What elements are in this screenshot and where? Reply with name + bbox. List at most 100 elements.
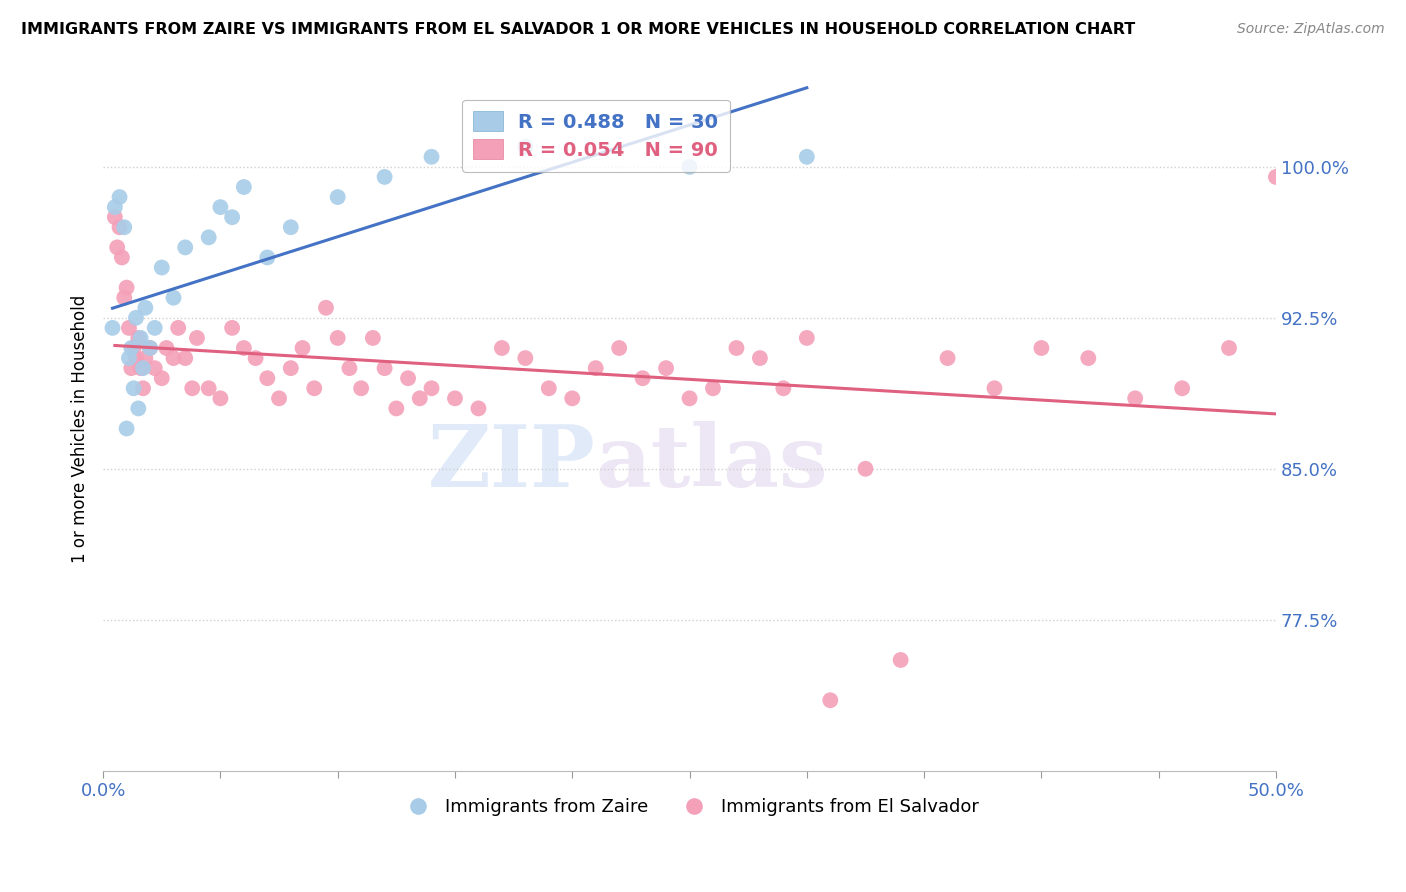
Point <box>129 331 152 345</box>
Point <box>232 341 254 355</box>
Point <box>134 351 156 365</box>
Point <box>245 351 267 365</box>
Text: Source: ZipAtlas.com: Source: ZipAtlas.com <box>1237 22 1385 37</box>
Point <box>181 381 204 395</box>
Point <box>796 150 818 164</box>
Point <box>631 371 654 385</box>
Point <box>112 291 135 305</box>
Point <box>162 291 184 305</box>
Point <box>125 351 148 365</box>
Point <box>515 351 537 365</box>
Point <box>122 341 145 355</box>
Point <box>655 361 678 376</box>
Text: atlas: atlas <box>596 421 828 505</box>
Point <box>209 200 232 214</box>
Point <box>702 381 724 395</box>
Point <box>420 150 443 164</box>
Point <box>983 381 1005 395</box>
Point <box>1265 169 1288 184</box>
Point <box>127 401 149 416</box>
Point <box>150 371 173 385</box>
Point <box>101 321 124 335</box>
Point <box>143 321 166 335</box>
Text: IMMIGRANTS FROM ZAIRE VS IMMIGRANTS FROM EL SALVADOR 1 OR MORE VEHICLES IN HOUSE: IMMIGRANTS FROM ZAIRE VS IMMIGRANTS FROM… <box>21 22 1135 37</box>
Point <box>748 351 770 365</box>
Point <box>855 462 877 476</box>
Point <box>111 251 134 265</box>
Point <box>120 361 142 376</box>
Point <box>678 160 700 174</box>
Point <box>139 341 162 355</box>
Point <box>936 351 959 365</box>
Point <box>162 351 184 365</box>
Point <box>607 341 630 355</box>
Point <box>127 331 149 345</box>
Point <box>280 220 302 235</box>
Point <box>772 381 794 395</box>
Point <box>350 381 373 395</box>
Point <box>118 321 141 335</box>
Point <box>361 331 384 345</box>
Point <box>120 341 142 355</box>
Point <box>108 190 131 204</box>
Point <box>396 371 419 385</box>
Point <box>125 310 148 325</box>
Point <box>374 169 396 184</box>
Point <box>374 361 396 376</box>
Point <box>444 392 467 406</box>
Point <box>561 392 583 406</box>
Point <box>112 220 135 235</box>
Point <box>197 230 219 244</box>
Point <box>1171 381 1194 395</box>
Point <box>725 341 748 355</box>
Point <box>491 341 513 355</box>
Point <box>1218 341 1240 355</box>
Point <box>143 361 166 376</box>
Point <box>256 371 278 385</box>
Point <box>678 392 700 406</box>
Point <box>585 361 607 376</box>
Point <box>104 200 127 214</box>
Point <box>302 381 325 395</box>
Point <box>1077 351 1099 365</box>
Point <box>221 321 243 335</box>
Text: ZIP: ZIP <box>427 421 596 505</box>
Point <box>221 210 243 224</box>
Point <box>820 693 842 707</box>
Point <box>105 240 128 254</box>
Point <box>108 220 131 235</box>
Point <box>232 180 254 194</box>
Point <box>256 251 278 265</box>
Point <box>197 381 219 395</box>
Point <box>104 210 127 224</box>
Point <box>890 653 912 667</box>
Point <box>267 392 290 406</box>
Point <box>134 301 156 315</box>
Point <box>420 381 443 395</box>
Point <box>115 421 138 435</box>
Point <box>150 260 173 275</box>
Point <box>167 321 190 335</box>
Point <box>326 331 349 345</box>
Y-axis label: 1 or more Vehicles in Household: 1 or more Vehicles in Household <box>72 294 89 563</box>
Legend: Immigrants from Zaire, Immigrants from El Salvador: Immigrants from Zaire, Immigrants from E… <box>394 791 986 823</box>
Point <box>326 190 349 204</box>
Point <box>209 392 232 406</box>
Point <box>796 331 818 345</box>
Point <box>186 331 208 345</box>
Point <box>467 401 489 416</box>
Point <box>537 381 560 395</box>
Point <box>174 351 197 365</box>
Point <box>115 280 138 294</box>
Point <box>118 351 141 365</box>
Point <box>280 361 302 376</box>
Point <box>409 392 432 406</box>
Point <box>174 240 197 254</box>
Point <box>385 401 408 416</box>
Point <box>1031 341 1053 355</box>
Point <box>129 361 152 376</box>
Point <box>132 381 155 395</box>
Point <box>155 341 177 355</box>
Point <box>122 381 145 395</box>
Point <box>515 140 537 154</box>
